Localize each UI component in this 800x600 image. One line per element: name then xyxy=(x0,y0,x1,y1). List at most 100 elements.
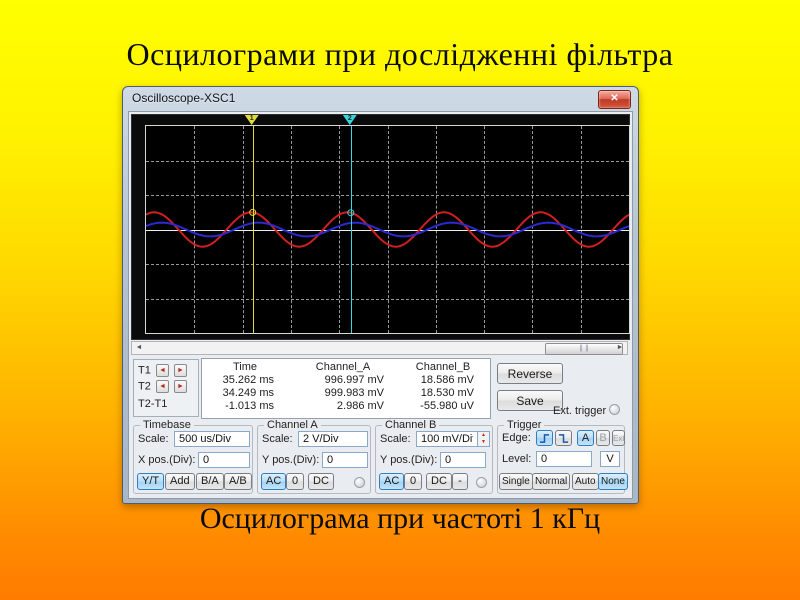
t2-t1-label: T2-T1 xyxy=(138,398,168,410)
save-button[interactable]: Save xyxy=(497,390,563,411)
timebase-scale-label: Scale: xyxy=(138,433,169,445)
cursor-readout-selector: T1 ◄ ► T2 ◄ ► T2-T1 xyxy=(133,359,199,417)
channel-a-dc-button[interactable]: DC xyxy=(308,473,334,490)
trigger-normal-button[interactable]: Normal xyxy=(532,473,571,490)
t1-time: 35.262 ms xyxy=(222,374,274,386)
ext-trigger-label: Ext. trigger xyxy=(553,404,621,417)
t2t1-channel-b: -55.980 uV xyxy=(420,400,474,412)
channel-b-ypos-input[interactable] xyxy=(440,452,486,468)
t1-left-icon: ◄ xyxy=(158,367,166,374)
cursor2-line[interactable] xyxy=(350,126,352,333)
cursor1-marker[interactable]: 1 xyxy=(244,115,259,125)
rising-edge-button[interactable] xyxy=(536,430,553,446)
trigger-auto-button[interactable]: Auto xyxy=(572,473,599,490)
grid-hline xyxy=(146,264,629,265)
close-icon: ✕ xyxy=(610,93,619,104)
channel-b-trace xyxy=(146,221,629,238)
timebase-legend: Timebase xyxy=(140,419,194,431)
scroll-right-button[interactable]: ► xyxy=(613,342,627,354)
scroll-left-button[interactable]: ◄ xyxy=(132,342,146,354)
trigger-none-button[interactable]: None xyxy=(598,473,628,490)
channel-b-dc-button[interactable]: DC xyxy=(426,473,452,490)
channel-b-scale-label: Scale: xyxy=(380,433,411,445)
channel-b-ypos-label: Y pos.(Div): xyxy=(380,454,438,466)
window-body: 1 2 ◄ ∥ ∥ ► T1 ◄ ► xyxy=(128,111,633,499)
add-mode-button[interactable]: Add xyxy=(165,473,195,490)
window-title: Oscilloscope-XSC1 xyxy=(132,91,236,105)
t1-left-button[interactable]: ◄ xyxy=(155,364,169,377)
trigger-level-input[interactable] xyxy=(536,451,592,467)
scroll-left-icon: ◄ xyxy=(135,344,143,351)
scrollbar-thumb[interactable]: ∥ ∥ xyxy=(545,343,623,355)
window-titlebar[interactable]: Oscilloscope-XSC1 ✕ xyxy=(123,87,638,110)
timebase-group: Timebase Scale: X pos.(Div): Y/T Add B/A… xyxy=(133,419,253,494)
falling-edge-icon xyxy=(558,434,569,443)
scope-bezel: 1 2 xyxy=(131,114,630,340)
spinner-down-icon: ▼ xyxy=(481,439,486,445)
col-channel-a: Channel_A xyxy=(315,361,371,373)
t1-channel-a: 996.997 mV xyxy=(324,374,384,386)
channel-b-scale-input[interactable] xyxy=(416,431,478,447)
t2t1-channel-a: 2.986 mV xyxy=(336,400,384,412)
t2-right-button[interactable]: ► xyxy=(173,380,187,393)
channel-b-ac-button[interactable]: AC xyxy=(379,473,405,490)
t2-left-icon: ◄ xyxy=(158,383,166,390)
grid-hline xyxy=(146,195,629,196)
t1-right-button[interactable]: ► xyxy=(173,364,187,377)
col-channel-b: Channel_B xyxy=(415,361,471,373)
close-button[interactable]: ✕ xyxy=(598,90,631,109)
channel-b-scale-spinner[interactable]: ▲ ▼ xyxy=(477,431,490,447)
slide-caption: Осцилограма при частоті 1 кГц xyxy=(199,502,601,535)
thumb-grip-icon: ∥ ∥ xyxy=(579,345,589,352)
channel-b-group: Channel B Scale: ▲▼ Y pos.(Div): AC 0 DC… xyxy=(375,419,493,494)
t2t1-time: -1.013 ms xyxy=(225,400,274,412)
reverse-button[interactable]: Reverse xyxy=(497,363,563,384)
t2-left-button[interactable]: ◄ xyxy=(155,380,169,393)
channel-b-indicator xyxy=(476,477,487,488)
trigger-source-ext-button[interactable]: Ext xyxy=(612,430,625,446)
scope-display xyxy=(145,125,630,334)
ba-mode-button[interactable]: B/A xyxy=(196,473,224,490)
trigger-level-label: Level: xyxy=(502,453,532,465)
channel-a-ypos-label: Y pos.(Div): xyxy=(262,454,320,466)
scope-scrollbar[interactable]: ◄ ∥ ∥ ► xyxy=(131,341,628,355)
channel-a-trace xyxy=(146,211,629,248)
channel-b-zero-button[interactable]: 0 xyxy=(404,473,422,490)
trigger-source-b-button[interactable]: B xyxy=(596,430,610,446)
channel-a-legend: Channel A xyxy=(264,419,321,431)
channel-a-ac-button[interactable]: AC xyxy=(261,473,287,490)
channel-b-minus-button[interactable]: - xyxy=(452,473,468,490)
timebase-scale-input[interactable] xyxy=(174,431,250,447)
col-time: Time xyxy=(232,361,258,373)
yt-mode-button[interactable]: Y/T xyxy=(137,473,165,490)
cursor2-marker[interactable]: 2 xyxy=(342,115,357,125)
channel-a-scale-label: Scale: xyxy=(262,433,293,445)
channel-a-indicator xyxy=(354,477,365,488)
trigger-legend: Trigger xyxy=(504,419,545,431)
waveform-plot xyxy=(146,208,629,248)
t2-channel-a: 999.983 mV xyxy=(324,387,384,399)
trigger-single-button[interactable]: Single xyxy=(499,473,533,490)
trigger-source-a-button[interactable]: A xyxy=(577,430,594,446)
t1-label: T1 xyxy=(138,364,151,377)
t1-row: T1 ◄ ► xyxy=(138,364,187,378)
channel-a-scale-input[interactable] xyxy=(298,431,368,447)
trigger-edge-label: Edge: xyxy=(502,432,531,444)
ab-mode-button[interactable]: A/B xyxy=(224,473,252,490)
channel-a-ypos-input[interactable] xyxy=(322,452,368,468)
ext-trigger-indicator[interactable] xyxy=(609,404,621,415)
cursor1-line[interactable] xyxy=(252,126,254,333)
falling-edge-button[interactable] xyxy=(555,430,572,446)
timebase-xpos-input[interactable] xyxy=(198,452,250,468)
trigger-group: Trigger Edge: A B Ext Level: V Single No… xyxy=(497,419,628,494)
slide-title: Осцилограми при дослідженні фільтра xyxy=(126,36,674,72)
ext-trigger-text: Ext. trigger xyxy=(553,405,607,417)
t2-label: T2 xyxy=(138,380,151,393)
channel-a-zero-button[interactable]: 0 xyxy=(286,473,304,490)
t2-row: T2 ◄ ► xyxy=(138,380,187,394)
channel-a-group: Channel A Scale: Y pos.(Div): AC 0 DC xyxy=(257,419,371,494)
grid-hline xyxy=(146,229,629,231)
measurement-table: Time Channel_A Channel_B 35.262 ms 996.9… xyxy=(201,358,491,419)
rising-edge-icon xyxy=(539,434,550,443)
cursor1-label: 1 xyxy=(249,115,254,122)
